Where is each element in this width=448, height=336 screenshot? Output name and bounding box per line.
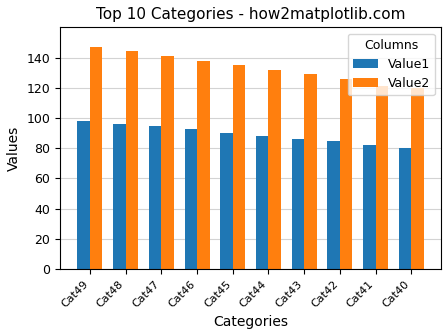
Bar: [220, 133, 233, 269]
Bar: [256, 136, 268, 269]
Bar: [90, 47, 103, 269]
Bar: [125, 51, 138, 269]
Legend: Value1, Value2: Value1, Value2: [348, 34, 435, 95]
Bar: [185, 129, 197, 269]
Bar: [399, 148, 411, 269]
Title: Top 10 Categories - how2matplotlib.com: Top 10 Categories - how2matplotlib.com: [96, 7, 405, 22]
Bar: [113, 124, 125, 269]
Bar: [363, 145, 375, 269]
Bar: [78, 121, 90, 269]
Bar: [340, 79, 352, 269]
Bar: [161, 56, 174, 269]
Bar: [411, 88, 424, 269]
Bar: [149, 126, 161, 269]
X-axis label: Categories: Categories: [213, 315, 288, 329]
Bar: [292, 139, 304, 269]
Bar: [304, 74, 317, 269]
Bar: [197, 60, 210, 269]
Bar: [233, 65, 245, 269]
Bar: [327, 141, 340, 269]
Y-axis label: Values: Values: [7, 126, 21, 171]
Bar: [268, 70, 281, 269]
Bar: [375, 86, 388, 269]
